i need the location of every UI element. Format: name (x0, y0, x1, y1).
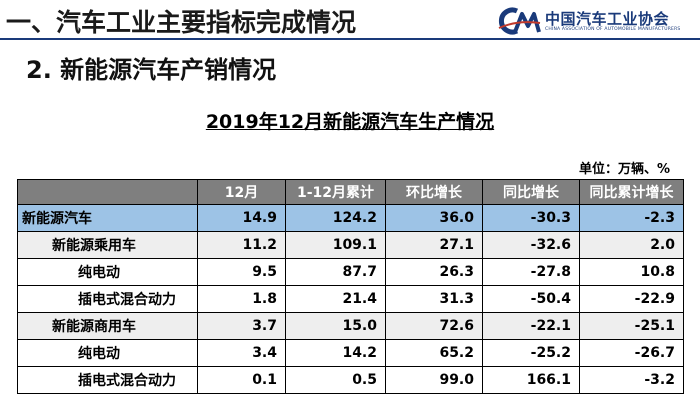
table-cell: 0.1 (197, 366, 286, 394)
page-title: 一、汽车工业主要指标完成情况 (6, 8, 357, 37)
table-cell: 109.1 (285, 231, 386, 259)
logo: 中国汽车工业协会 CHINA ASSOCIATION OF AUTOMOBILE… (497, 6, 697, 38)
table-cell: -22.1 (482, 312, 580, 340)
table-row: 插电式混合动力 1.8 21.4 31.3 -50.4 -22.9 (17, 285, 684, 313)
column-header: 1-12月累计 (285, 179, 386, 205)
table-cell: 36.0 (385, 204, 483, 232)
table-cell: -3.2 (579, 366, 684, 394)
table-cell: 14.9 (197, 204, 286, 232)
logo-subtitle: CHINA ASSOCIATION OF AUTOMOBILE MANUFACT… (545, 27, 681, 32)
production-table: 12月 1-12月累计 环比增长 同比增长 同比累计增长 新能源汽车 14.9 … (17, 179, 684, 394)
unit-label: 单位：万辆、% (578, 162, 670, 177)
table-cell: 10.8 (579, 258, 684, 286)
table-cell: -22.9 (579, 285, 684, 313)
table-cell: -2.3 (579, 204, 684, 232)
column-header: 环比增长 (385, 179, 483, 205)
table-cell: 3.4 (197, 339, 286, 367)
row-label: 插电式混合动力 (17, 366, 198, 394)
table-cell: -27.8 (482, 258, 580, 286)
header-divider (0, 38, 700, 40)
table-row: 插电式混合动力 0.1 0.5 99.0 166.1 -3.2 (17, 366, 684, 394)
row-label: 新能源汽车 (17, 204, 198, 232)
table-row: 新能源汽车 14.9 124.2 36.0 -30.3 -2.3 (17, 204, 684, 232)
table-header-row: 12月 1-12月累计 环比增长 同比增长 同比累计增长 (17, 179, 684, 205)
row-label: 新能源商用车 (17, 312, 198, 340)
table-cell: 124.2 (285, 204, 386, 232)
table-cell: 31.3 (385, 285, 483, 313)
table-cell: 11.2 (197, 231, 286, 259)
row-label: 纯电动 (17, 258, 198, 286)
table-cell: 1.8 (197, 285, 286, 313)
column-header: 同比增长 (482, 179, 580, 205)
caam-logo-icon (498, 7, 541, 35)
table-cell: 166.1 (482, 366, 580, 394)
table-cell: 26.3 (385, 258, 483, 286)
table-row: 纯电动 3.4 14.2 65.2 -25.2 -26.7 (17, 339, 684, 367)
header: 一、汽车工业主要指标完成情况 中国汽车工业协会 CHINA ASSOCIATIO… (0, 0, 700, 40)
table-cell: 99.0 (385, 366, 483, 394)
table-cell: 15.0 (285, 312, 386, 340)
row-label: 纯电动 (17, 339, 198, 367)
table-cell: -25.1 (579, 312, 684, 340)
row-label: 新能源乘用车 (17, 231, 198, 259)
table-row: 新能源乘用车 11.2 109.1 27.1 -32.6 2.0 (17, 231, 684, 259)
table-cell: -30.3 (482, 204, 580, 232)
table-cell: 27.1 (385, 231, 483, 259)
table-cell: 14.2 (285, 339, 386, 367)
table-title: 2019年12月新能源汽车生产情况 (205, 111, 495, 133)
table-cell: 9.5 (197, 258, 286, 286)
table-cell: -25.2 (482, 339, 580, 367)
row-label: 插电式混合动力 (17, 285, 198, 313)
table-row: 新能源商用车 3.7 15.0 72.6 -22.1 -25.1 (17, 312, 684, 340)
column-header (17, 179, 198, 205)
section-title: 2. 新能源汽车产销情况 (26, 56, 277, 84)
column-header: 同比累计增长 (579, 179, 684, 205)
table-cell: -50.4 (482, 285, 580, 313)
table-cell: 87.7 (285, 258, 386, 286)
column-header: 12月 (197, 179, 286, 205)
logo-name: 中国汽车工业协会 (545, 10, 670, 28)
table-cell: -32.6 (482, 231, 580, 259)
table-cell: 3.7 (197, 312, 286, 340)
table-cell: 0.5 (285, 366, 386, 394)
table-cell: -26.7 (579, 339, 684, 367)
table-cell: 21.4 (285, 285, 386, 313)
table-cell: 65.2 (385, 339, 483, 367)
table-cell: 72.6 (385, 312, 483, 340)
table-row: 纯电动 9.5 87.7 26.3 -27.8 10.8 (17, 258, 684, 286)
table-cell: 2.0 (579, 231, 684, 259)
